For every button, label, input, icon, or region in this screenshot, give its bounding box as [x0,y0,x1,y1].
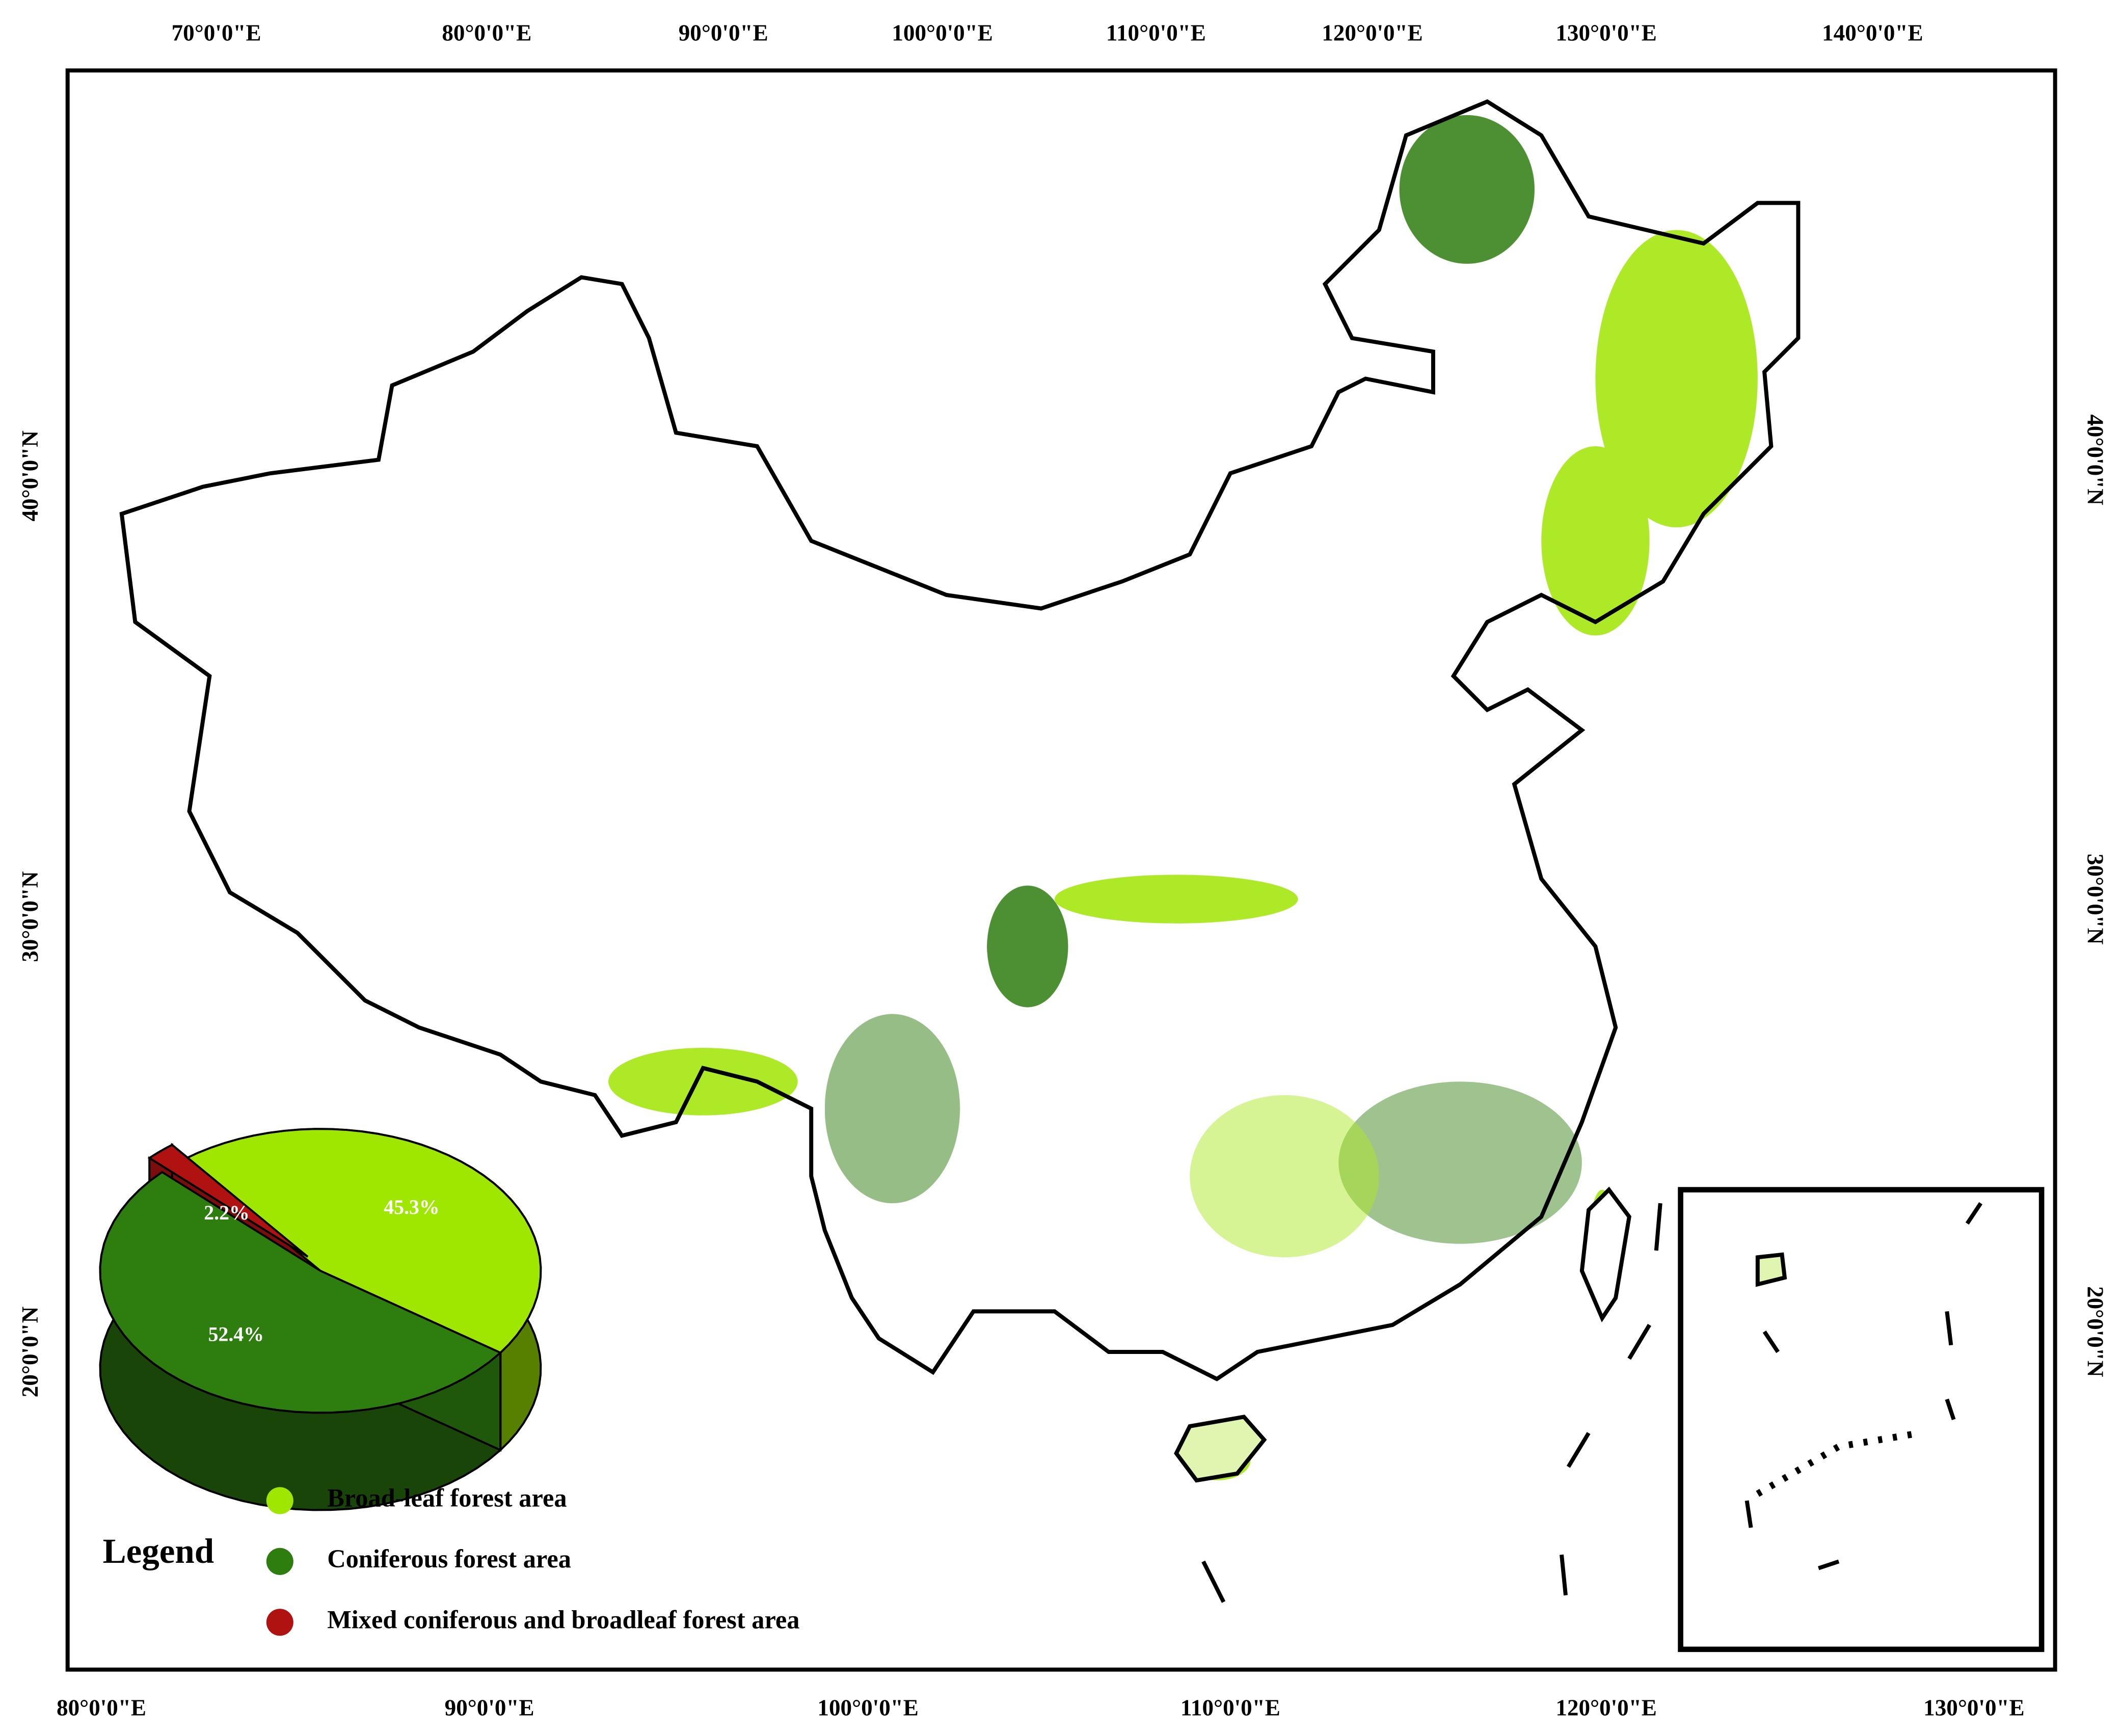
legend-swatch [266,1487,293,1514]
pie-value-label: 52.4% [208,1323,264,1346]
bottom-coord-label: 130°0'0"E [1923,1695,2024,1721]
legend-label: Coniferous forest area [327,1544,571,1573]
legend-label: Broad-leaf forest area [327,1484,567,1512]
top-coord-label: 80°0'0"E [442,20,531,46]
pie-chart: 45.3% 52.4% 2.2% [99,1128,542,1511]
forest-patches [608,115,1758,1481]
legend-swatch [266,1609,293,1636]
pie-value-label: 2.2% [204,1202,250,1224]
bottom-coord-label: 110°0'0"E [1180,1695,1280,1721]
top-coord-label: 110°0'0"E [1106,20,1206,46]
inset-frame [1678,1187,2045,1652]
pie-slice [147,1144,309,1258]
right-coord-label: 40°0'0"N [2083,414,2108,505]
island-taiwan [1579,1186,1631,1323]
left-coord-label: 40°0'0"N [17,430,43,521]
left-coord-label: 20°0'0"N [17,1307,43,1397]
pie-slice [182,1128,542,1354]
bottom-coord-label: 120°0'0"E [1555,1695,1656,1721]
bottom-coord-label: 100°0'0"E [817,1695,918,1721]
top-coord-label: 70°0'0"E [172,20,261,46]
right-coord-label: 20°0'0"N [2083,1286,2108,1377]
left-coord-label: 30°0'0"N [17,871,43,962]
pie-value-label: 45.3% [384,1196,439,1218]
legend-swatch [266,1548,293,1575]
top-coord-label: 120°0'0"E [1322,20,1423,46]
top-coord-label: 130°0'0"E [1555,20,1656,46]
top-coord-label: 140°0'0"E [1822,20,1923,46]
right-coord-label: 30°0'0"N [2083,854,2108,944]
country-outline [119,99,1801,1381]
legend-label: Mixed coniferous and broadleaf forest ar… [327,1605,799,1634]
island-hainan [1174,1415,1267,1483]
inset-content [1745,1202,1982,1570]
south-sea-dashes [1201,1203,1662,1603]
pie-slice [99,1171,502,1414]
top-coord-label: 100°0'0"E [892,20,992,46]
top-coord-label: 90°0'0"E [679,20,768,46]
legend-title: Legend [103,1532,214,1570]
bottom-coord-label: 80°0'0"E [57,1695,146,1721]
bottom-coord-label: 90°0'0"E [445,1695,534,1721]
coordinate-labels: 70°0'0"E 80°0'0"E 90°0'0"E 100°0'0"E 110°0'0… [17,20,2108,1721]
legend: Legend Broad-leaf forest area Coniferous f… [103,1484,800,1636]
